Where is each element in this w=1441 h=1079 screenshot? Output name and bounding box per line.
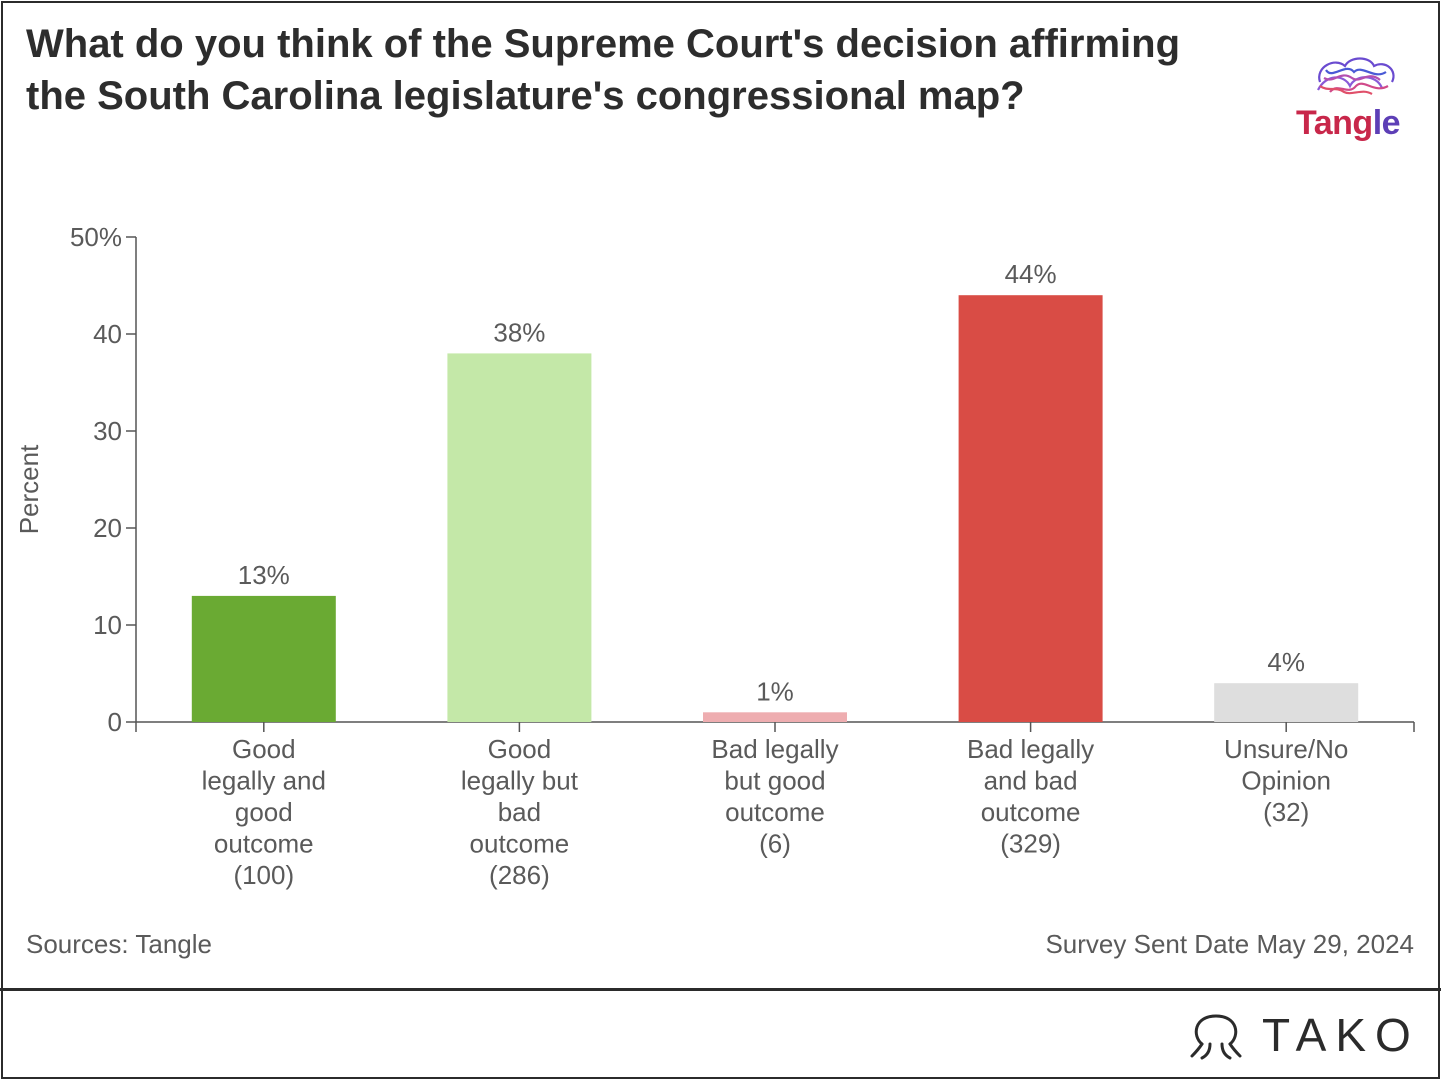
y-tick-label: 0: [108, 707, 122, 737]
x-tick-label-line: (329): [1000, 829, 1061, 859]
bar: [703, 712, 847, 722]
y-tick-label: 20: [93, 513, 122, 543]
y-tick-label: 50%: [70, 222, 122, 252]
logo-text-b: le: [1372, 104, 1401, 142]
x-tick-label-line: but good: [724, 766, 825, 796]
bar: [191, 595, 336, 722]
bar-value-label: 38%: [493, 317, 545, 347]
x-tick-label: Good legally but bad outcome (286): [461, 734, 579, 890]
x-tick-label-line: outcome: [214, 829, 314, 859]
x-tick-label: Unsure/No Opinion (32): [1224, 734, 1348, 827]
x-tick-label-line: outcome: [725, 797, 825, 827]
x-tick-label-line: (286): [489, 860, 550, 890]
tangle-brain-icon: [1317, 57, 1395, 95]
x-tick-label: Good legally and good outcome (100): [202, 734, 326, 890]
x-tick-label-line: outcome: [470, 829, 570, 859]
y-tick-label: 40: [93, 319, 122, 349]
chart-title: What do you think of the Supreme Court's…: [26, 22, 1181, 118]
bar-value-label: 4%: [1267, 647, 1305, 677]
x-tick-label: Bad legally and bad outcome (329): [967, 734, 1094, 859]
y-tick-label: 10: [93, 610, 122, 640]
survey-date-note: Survey Sent Date May 29, 2024: [1045, 929, 1414, 959]
x-tick-label-line: good: [235, 797, 293, 827]
x-tick-label-line: legally and: [202, 766, 326, 796]
bar-value-label: 13%: [238, 560, 290, 590]
logo-text-a: Tang: [1296, 104, 1373, 142]
tangle-logo: Tangle: [1296, 104, 1401, 143]
bar: [958, 295, 1103, 722]
bar-value-label: 1%: [756, 676, 794, 706]
x-tick-label-line: legally but: [461, 766, 579, 796]
bar-value-label: 44%: [1005, 259, 1057, 289]
tako-octopus-icon: [1190, 1014, 1242, 1060]
footer-divider: [0, 988, 1441, 991]
bar: [1214, 683, 1359, 722]
x-tick-label-line: (32): [1263, 797, 1309, 827]
sources-note: Sources: Tangle: [26, 929, 212, 959]
x-tick-label-line: (6): [759, 829, 791, 859]
x-tick-label-line: Bad legally: [711, 734, 838, 764]
x-tick-label-line: Bad legally: [967, 734, 1094, 764]
bar: [447, 353, 592, 722]
x-tick-label-line: Unsure/No: [1224, 734, 1348, 764]
x-tick-label-line: Opinion: [1241, 766, 1331, 796]
y-tick-label: 30: [93, 416, 122, 446]
x-tick-label-line: bad: [498, 797, 541, 827]
x-tick-label-line: Good: [488, 734, 552, 764]
y-axis-title: Percent: [14, 444, 44, 534]
x-tick-label: Bad legally but good outcome (6): [711, 734, 838, 859]
x-tick-label-line: Good: [232, 734, 296, 764]
tako-brand: TAKO: [1262, 1009, 1420, 1061]
x-tick-label-line: outcome: [981, 797, 1081, 827]
x-tick-label-line: and bad: [984, 766, 1078, 796]
x-tick-label-line: (100): [233, 860, 294, 890]
